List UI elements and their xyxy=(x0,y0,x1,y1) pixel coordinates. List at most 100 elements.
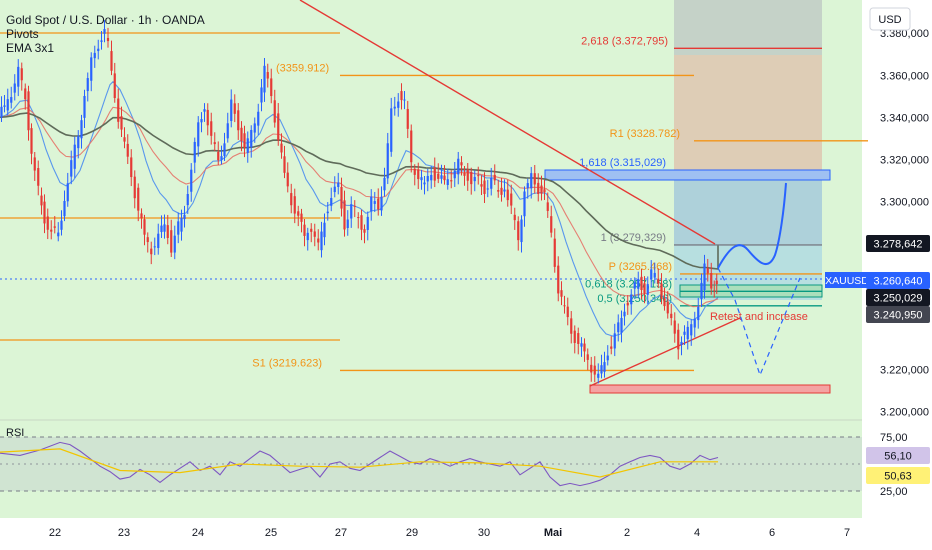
candle-body xyxy=(603,362,606,372)
candle-body xyxy=(510,193,513,206)
candle-body xyxy=(520,219,523,243)
candle-body xyxy=(160,225,163,233)
candle-body xyxy=(693,318,696,328)
candle-body xyxy=(406,108,409,129)
candle-body xyxy=(143,219,146,235)
candle-body xyxy=(283,156,286,173)
candle-body xyxy=(713,290,716,292)
candle-body xyxy=(226,123,229,139)
candle-body xyxy=(343,200,346,230)
candle-body xyxy=(320,231,323,251)
candle-body xyxy=(73,144,76,169)
candle-body xyxy=(333,186,336,193)
candle-body xyxy=(200,119,203,123)
candle-body xyxy=(323,222,326,238)
candle-body xyxy=(80,120,83,139)
candle-body xyxy=(317,238,320,243)
candle-body xyxy=(500,187,503,195)
price-badge-label: 3.240,950 xyxy=(874,310,923,322)
rsi-badge-label: 50,63 xyxy=(884,471,912,483)
candle-body xyxy=(66,183,69,202)
candle-body xyxy=(63,200,66,217)
descending-trendline xyxy=(299,0,716,245)
currency-label: USD xyxy=(878,14,901,26)
price-tick-label: 3.380,000 xyxy=(880,28,929,40)
candle-body xyxy=(590,364,593,373)
indicator-pivots: Pivots xyxy=(6,27,39,41)
candle-body xyxy=(50,229,53,232)
candle-body xyxy=(386,143,389,179)
rsi-badge xyxy=(866,467,930,484)
ema-slow-line xyxy=(0,112,719,270)
candles xyxy=(0,20,718,384)
candle-body xyxy=(0,106,3,118)
candle-body xyxy=(366,216,369,230)
candle-body xyxy=(40,195,43,206)
candle-body xyxy=(550,216,553,233)
rsi-badge xyxy=(866,447,930,464)
candle-body xyxy=(97,48,100,52)
candle-body xyxy=(186,194,189,206)
candle-body xyxy=(523,191,526,217)
candle-body xyxy=(433,167,436,181)
candle-body xyxy=(557,265,560,294)
candle-body xyxy=(490,177,493,189)
candle-body xyxy=(620,317,623,333)
candle-body xyxy=(697,306,700,321)
candle-body xyxy=(33,157,36,171)
candle-body xyxy=(300,213,303,222)
candle-body xyxy=(166,225,169,238)
candle-body xyxy=(633,282,636,289)
time-tick-label: 25 xyxy=(265,527,277,539)
candle-body xyxy=(357,217,360,219)
candle-body xyxy=(286,172,289,187)
candle-body xyxy=(210,121,213,136)
candle-body xyxy=(560,290,563,297)
candle-body xyxy=(37,168,40,186)
candle-body xyxy=(657,278,660,284)
candle-body xyxy=(597,373,600,378)
candle-body xyxy=(680,341,683,345)
candle-body xyxy=(293,196,296,214)
candle-body xyxy=(177,221,180,235)
candle-body xyxy=(77,136,80,149)
candle-body xyxy=(540,185,543,194)
rsi-ma-line xyxy=(0,448,718,478)
candle-body xyxy=(3,105,6,107)
candle-body xyxy=(250,129,253,148)
candle-body xyxy=(130,157,133,178)
symbol-badge xyxy=(825,272,870,288)
price-badge xyxy=(866,306,930,323)
annotation-label: Retest and increase xyxy=(710,311,808,323)
candle-body xyxy=(190,169,193,192)
candle-body xyxy=(137,187,140,211)
candle-body xyxy=(24,88,27,100)
rsi-tick-label: 75,00 xyxy=(880,432,908,444)
bearish-projection xyxy=(717,267,801,377)
candle-body xyxy=(140,213,143,219)
candle-body xyxy=(466,169,469,181)
candle-body xyxy=(103,29,106,34)
time-tick-label: 30 xyxy=(478,527,490,539)
candle-body xyxy=(346,219,349,228)
time-tick-label: 2 xyxy=(624,527,630,539)
candle-body xyxy=(123,137,126,142)
time-tick-label: 4 xyxy=(694,527,700,539)
candle-body xyxy=(513,214,516,221)
candle-body xyxy=(310,228,313,232)
candle-body xyxy=(710,273,713,289)
candle-body xyxy=(113,73,116,99)
candle-body xyxy=(93,52,96,59)
rsi-line xyxy=(0,441,719,487)
candle-body xyxy=(457,158,460,175)
candle-body xyxy=(583,343,586,352)
candle-body xyxy=(193,141,196,163)
candle-body xyxy=(203,109,206,112)
candle-body xyxy=(150,248,153,255)
candle-body xyxy=(383,177,386,191)
time-tick-label: 23 xyxy=(118,527,130,539)
candle-body xyxy=(715,280,718,285)
candle-body xyxy=(20,68,23,81)
chart-title: Gold Spot / U.S. Dollar · 1h · OANDA xyxy=(6,13,205,27)
